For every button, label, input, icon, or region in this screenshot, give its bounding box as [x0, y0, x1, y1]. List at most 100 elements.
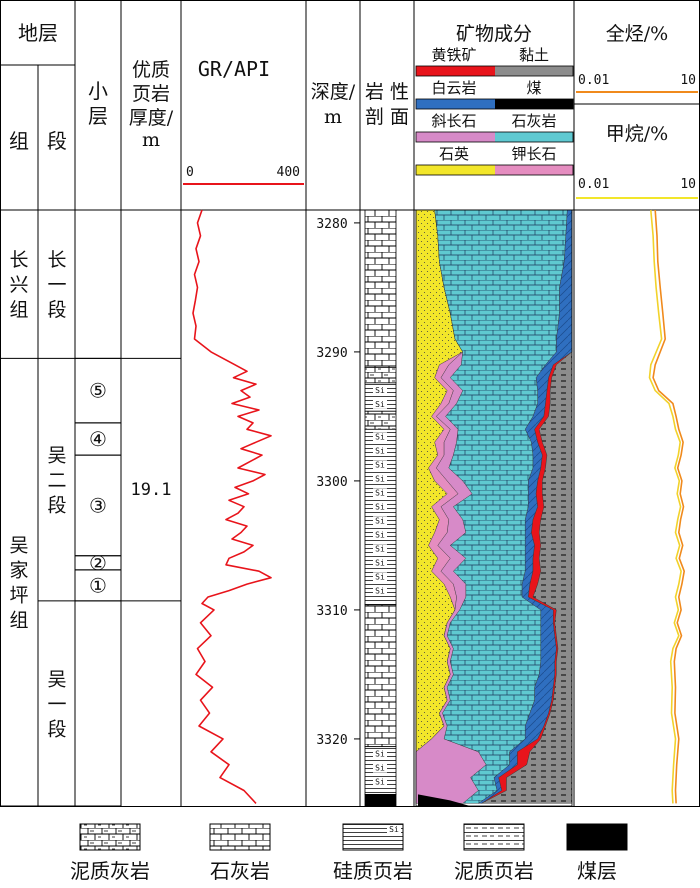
lithology-interval: [365, 605, 396, 747]
sublayer-label: ③: [89, 493, 107, 517]
mineral-label: 钾长石: [511, 145, 556, 163]
si-label: Si: [375, 516, 385, 525]
legend-swatch: [210, 824, 270, 850]
si-label: Si: [375, 558, 385, 567]
mineral-swatch: [495, 165, 573, 175]
gr-title: GR/API: [198, 57, 270, 81]
thickness-header-4: m: [142, 129, 160, 151]
member-name: 一: [47, 274, 66, 296]
lithology-legend: 泥质灰岩石灰岩 Si 硅质页岩 泥质页岩 煤层: [70, 824, 627, 883]
formation-header: 地层: [18, 21, 58, 45]
legend-swatch: [80, 824, 140, 850]
depth-tick-label: 3300: [316, 475, 347, 490]
lithology-title-2: 剖 面: [365, 106, 409, 128]
depth-tick-label: 3280: [316, 217, 347, 232]
member-name: 吴: [47, 668, 66, 690]
total-hc-scale-max: 10: [680, 73, 696, 88]
legend-label: 煤层: [577, 859, 617, 883]
thickness-header-1: 优质: [132, 59, 170, 81]
mineral-swatch: [416, 132, 495, 142]
legend-item: Si 硅质页岩: [333, 824, 413, 883]
legend-label: 石灰岩: [210, 859, 270, 883]
legend-item: 泥质灰岩: [70, 824, 150, 883]
legend-label: 硅质页岩: [333, 859, 413, 883]
lithology-interval: [365, 367, 396, 382]
mineral-label: 石灰岩: [511, 112, 556, 130]
group-header: 组: [9, 129, 29, 153]
lithology-interval: [365, 794, 396, 806]
legend-swatch: [567, 824, 627, 850]
depth-track: 3280 3290 3300 3310 3320: [316, 217, 360, 748]
member-name: 段: [47, 494, 66, 516]
si-label: Si: [375, 400, 385, 409]
depth-title-1: 深度/: [311, 81, 356, 103]
depth-title-2: m: [324, 106, 342, 128]
depth-tick-label: 3320: [316, 733, 347, 748]
mineral-track: [416, 210, 572, 806]
legend-item: 泥质页岩: [454, 824, 534, 883]
si-label: Si: [375, 530, 385, 539]
sublayer-header-1: 小: [88, 79, 108, 103]
group-name: 兴: [9, 274, 28, 296]
legend-swatch: [464, 824, 524, 850]
lithology-interval: [365, 210, 396, 367]
mineral-label: 煤: [526, 79, 541, 97]
sublayer-label: ②: [89, 551, 107, 575]
mineral-swatch: [416, 165, 495, 175]
mineral-label: 白云岩: [431, 79, 476, 97]
mineral-label: 斜长石: [431, 112, 476, 130]
sublayer-label: ①: [89, 573, 107, 597]
si-label: Si: [375, 750, 385, 759]
member-header: 段: [47, 129, 67, 153]
depth-tick-label: 3310: [316, 604, 347, 619]
si-label: Si: [375, 764, 385, 773]
mineral-swatch: [416, 99, 495, 109]
methane-scale-max: 10: [680, 177, 696, 192]
group-name: 组: [9, 299, 28, 321]
si-label: Si: [375, 446, 385, 455]
si-label: Si: [375, 474, 385, 483]
member-name: 一: [47, 693, 66, 715]
shale-thickness-value: 19.1: [131, 480, 172, 500]
si-label: Si: [375, 432, 385, 441]
legend-label: 泥质页岩: [454, 859, 534, 883]
si-label: Si: [375, 544, 385, 553]
si-label: Si: [375, 586, 385, 595]
legend-item: 煤层: [567, 824, 627, 883]
group-name: 坪: [9, 585, 28, 607]
si-label: Si: [375, 386, 385, 395]
sublayer-label: ④: [89, 427, 107, 451]
sublayer-label: ⑤: [89, 379, 107, 403]
si-label: Si: [375, 572, 385, 581]
si-label: Si: [375, 502, 385, 511]
gas-track: [650, 210, 685, 803]
si-label: Si: [375, 460, 385, 469]
total-hc-title: 全烃/%: [606, 23, 668, 45]
total-hc-scale-min: 0.01: [578, 73, 609, 88]
lithology-interval: [365, 411, 396, 429]
member-name: 段: [47, 718, 66, 740]
group-name: 组: [9, 610, 28, 632]
gr-scale-min: 0: [186, 165, 194, 180]
mineral-swatch: [495, 132, 573, 142]
mineral-swatch: [416, 66, 495, 76]
member-name: 二: [47, 469, 66, 491]
legend-si-tag: Si: [389, 825, 399, 834]
group-name: 家: [9, 560, 28, 582]
group-name: 吴: [9, 535, 28, 557]
thickness-header-2: 页岩: [132, 83, 170, 105]
legend-item: 石灰岩: [210, 824, 270, 883]
mineral-label: 石英: [439, 145, 469, 163]
mineral-label: 黏土: [519, 46, 549, 64]
mineral-label: 黄铁矿: [431, 46, 476, 64]
depth-tick-label: 3290: [316, 346, 347, 361]
methane-title: 甲烷/%: [606, 123, 668, 145]
log-header: 地层 组 段 小 层 优质 页岩 厚度/ m GR/API 0 400 深度/ …: [1, 1, 700, 807]
mineral-swatch: [495, 99, 573, 109]
gr-track: [193, 210, 271, 803]
